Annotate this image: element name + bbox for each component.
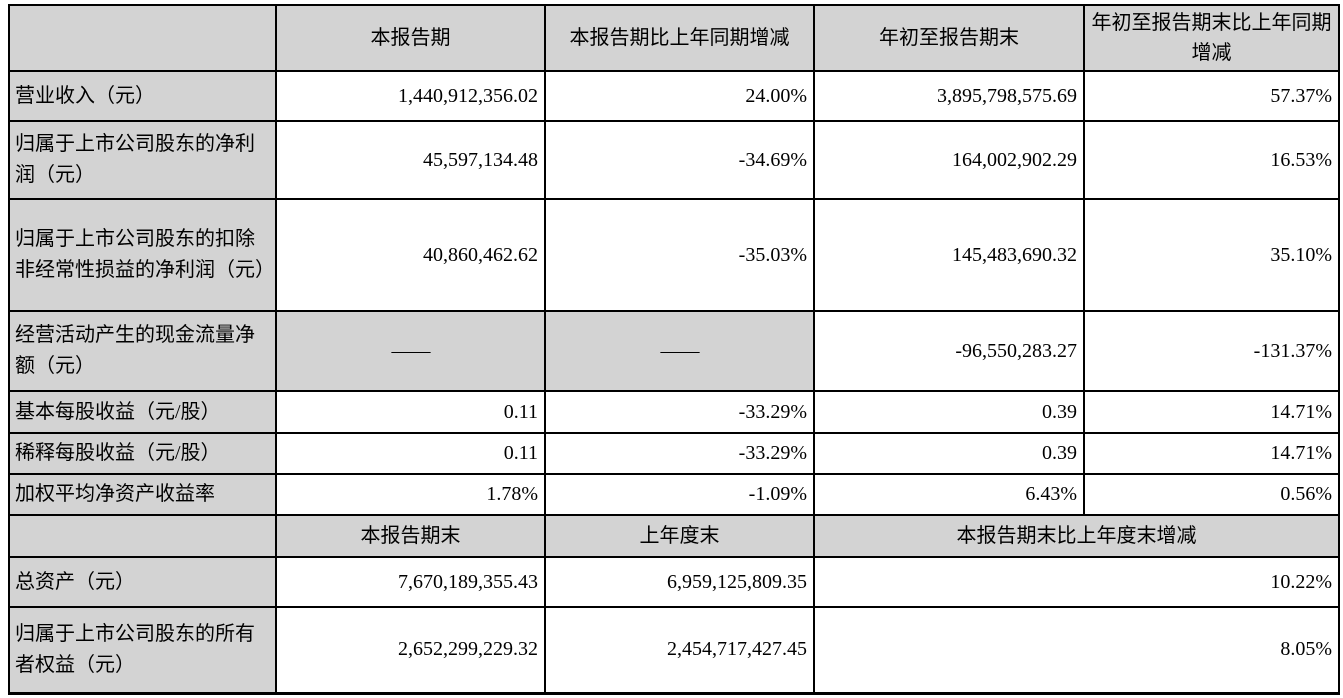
header-cell-prior-year-end: 上年度末	[544, 514, 815, 558]
cell-value: 1,440,912,356.02	[275, 70, 546, 122]
table-row-total-assets: 总资产（元） 7,670,189,355.43 6,959,125,809.35…	[8, 556, 1340, 608]
header-cell-empty	[8, 514, 277, 558]
cell-value: 40,860,462.62	[275, 198, 546, 312]
header-cell-empty	[8, 4, 277, 72]
row-label: 经营活动产生的现金流量净额（元）	[8, 310, 277, 392]
cell-value: 0.39	[813, 390, 1085, 434]
table-row-net-profit-excl-nonrecurring: 归属于上市公司股东的扣除非经常性损益的净利润（元） 40,860,462.62 …	[8, 198, 1340, 312]
header-cell-current-period: 本报告期	[275, 4, 546, 72]
table-row-operating-cash-flow: 经营活动产生的现金流量净额（元） —— —— -96,550,283.27 -1…	[8, 310, 1340, 392]
table-row-diluted-eps: 稀释每股收益（元/股） 0.11 -33.29% 0.39 14.71%	[8, 432, 1340, 475]
financial-summary-table: 本报告期 本报告期比上年同期增减 年初至报告期末 年初至报告期末比上年同期增减 …	[8, 4, 1340, 695]
cell-dash-placeholder: ——	[544, 310, 815, 392]
cell-value: 3,895,798,575.69	[813, 70, 1085, 122]
header-cell-period-yoy-change: 本报告期比上年同期增减	[544, 4, 815, 72]
header-cell-current-period-end: 本报告期末	[275, 514, 546, 558]
cell-value: 145,483,690.32	[813, 198, 1085, 312]
cell-value: 35.10%	[1083, 198, 1340, 312]
cell-value: -1.09%	[544, 473, 815, 516]
cell-value: 2,454,717,427.45	[544, 606, 815, 694]
row-label: 归属于上市公司股东的扣除非经常性损益的净利润（元）	[8, 198, 277, 312]
header-cell-year-to-date: 年初至报告期末	[813, 4, 1085, 72]
row-label: 稀释每股收益（元/股）	[8, 432, 277, 475]
cell-value: -33.29%	[544, 432, 815, 475]
row-label: 总资产（元）	[8, 556, 277, 608]
cell-value: 45,597,134.48	[275, 120, 546, 200]
cell-value: 24.00%	[544, 70, 815, 122]
cell-value: 0.39	[813, 432, 1085, 475]
table-row-net-profit: 归属于上市公司股东的净利润（元） 45,597,134.48 -34.69% 1…	[8, 120, 1340, 200]
cell-value: 10.22%	[813, 556, 1340, 608]
table-header-row-period: 本报告期 本报告期比上年同期增减 年初至报告期末 年初至报告期末比上年同期增减	[8, 4, 1340, 72]
cell-value: -35.03%	[544, 198, 815, 312]
cell-value: 57.37%	[1083, 70, 1340, 122]
cell-value: 0.11	[275, 432, 546, 475]
cell-value: -131.37%	[1083, 310, 1340, 392]
row-label: 加权平均净资产收益率	[8, 473, 277, 516]
cell-value: 1.78%	[275, 473, 546, 516]
cell-value: -96,550,283.27	[813, 310, 1085, 392]
table-row-weighted-avg-roe: 加权平均净资产收益率 1.78% -1.09% 6.43% 0.56%	[8, 473, 1340, 516]
row-label: 基本每股收益（元/股）	[8, 390, 277, 434]
row-label: 归属于上市公司股东的净利润（元）	[8, 120, 277, 200]
cell-value: -33.29%	[544, 390, 815, 434]
cell-value: 14.71%	[1083, 390, 1340, 434]
table-header-row-period-end: 本报告期末 上年度末 本报告期末比上年度末增减	[8, 514, 1340, 558]
cell-value: 7,670,189,355.43	[275, 556, 546, 608]
table-row-basic-eps: 基本每股收益（元/股） 0.11 -33.29% 0.39 14.71%	[8, 390, 1340, 434]
cell-value: 0.11	[275, 390, 546, 434]
row-label: 归属于上市公司股东的所有者权益（元）	[8, 606, 277, 694]
table-row-revenue: 营业收入（元） 1,440,912,356.02 24.00% 3,895,79…	[8, 70, 1340, 122]
header-cell-period-end-change: 本报告期末比上年度末增减	[813, 514, 1340, 558]
cell-value: 0.56%	[1083, 473, 1340, 516]
row-label: 营业收入（元）	[8, 70, 277, 122]
header-cell-ytd-yoy-change: 年初至报告期末比上年同期增减	[1083, 4, 1340, 72]
cell-value: 14.71%	[1083, 432, 1340, 475]
cell-dash-placeholder: ——	[275, 310, 546, 392]
cell-value: 16.53%	[1083, 120, 1340, 200]
table-row-equity-attributable: 归属于上市公司股东的所有者权益（元） 2,652,299,229.32 2,45…	[8, 606, 1340, 694]
cell-value: -34.69%	[544, 120, 815, 200]
cell-value: 8.05%	[813, 606, 1340, 694]
cell-value: 6.43%	[813, 473, 1085, 516]
cell-value: 164,002,902.29	[813, 120, 1085, 200]
cell-value: 6,959,125,809.35	[544, 556, 815, 608]
cell-value: 2,652,299,229.32	[275, 606, 546, 694]
